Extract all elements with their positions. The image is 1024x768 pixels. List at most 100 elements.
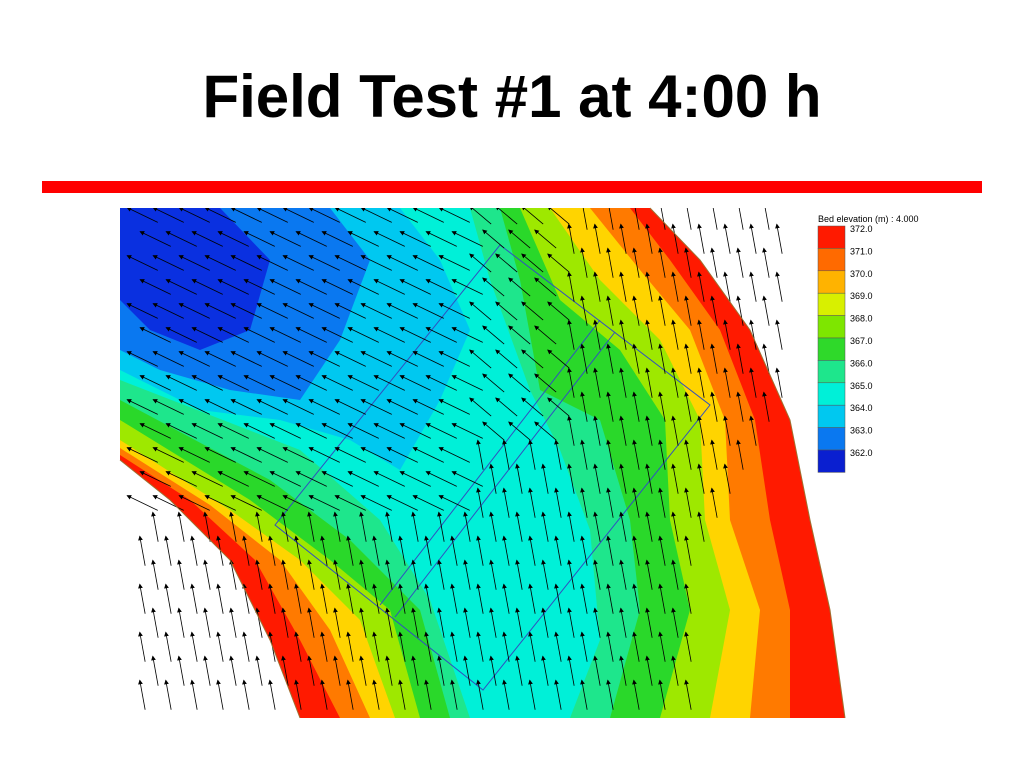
velocity-arrow xyxy=(425,471,457,487)
velocity-arrow xyxy=(606,631,614,662)
velocity-arrow xyxy=(385,511,393,542)
velocity-arrow xyxy=(399,471,431,487)
velocity-arrow xyxy=(580,583,588,614)
velocity-arrow xyxy=(281,511,289,542)
velocity-arrow xyxy=(580,535,588,566)
velocity-arrow xyxy=(320,679,328,710)
velocity-arrow xyxy=(645,463,653,494)
velocity-arrow xyxy=(360,495,392,511)
velocity-arrow xyxy=(684,487,692,518)
velocity-arrow xyxy=(764,208,770,230)
velocity-arrow xyxy=(593,463,601,494)
velocity-arrow xyxy=(243,375,275,391)
velocity-arrow xyxy=(463,559,471,590)
velocity-arrow xyxy=(541,463,549,494)
velocity-arrow xyxy=(567,415,575,446)
velocity-arrow xyxy=(482,325,505,345)
legend: 372.0 371.0 370.0 369.0 368.0 367.0 366.0 365.0… xyxy=(817,224,873,473)
velocity-arrow xyxy=(204,351,236,367)
velocity-arrow xyxy=(217,471,249,487)
velocity-arrow xyxy=(347,375,379,391)
legend-label: 370.0 xyxy=(850,269,873,279)
legend-label: 367.0 xyxy=(850,336,873,346)
velocity-arrow xyxy=(308,399,340,415)
velocity-arrow xyxy=(632,535,640,566)
velocity-arrow xyxy=(333,607,341,638)
velocity-arrow xyxy=(295,471,327,487)
velocity-arrow xyxy=(178,495,210,511)
velocity-arrow xyxy=(482,277,505,297)
velocity-arrow xyxy=(294,583,302,614)
velocity-arrow xyxy=(373,231,405,247)
velocity-arrow xyxy=(178,351,210,367)
velocity-arrow xyxy=(334,351,366,367)
velocity-arrow xyxy=(190,631,198,662)
velocity-arrow xyxy=(373,375,405,391)
velocity-arrow xyxy=(534,277,557,297)
velocity-arrow xyxy=(502,439,510,470)
velocity-arrow xyxy=(424,583,432,614)
velocity-arrow xyxy=(204,303,236,319)
velocity-arrow xyxy=(606,295,614,326)
velocity-arrow xyxy=(438,208,470,223)
legend-label: 372.0 xyxy=(850,224,873,234)
velocity-arrow xyxy=(152,447,184,463)
velocity-arrow xyxy=(684,535,692,566)
velocity-arrow xyxy=(762,391,770,422)
title-rule xyxy=(42,181,982,193)
velocity-arrow xyxy=(567,655,575,686)
velocity-arrow xyxy=(334,495,366,511)
velocity-arrow xyxy=(749,271,757,302)
velocity-arrow xyxy=(619,271,627,302)
velocity-arrow xyxy=(547,349,570,369)
legend-title: Bed elevation (m) : 4.000 xyxy=(818,214,919,224)
velocity-arrow xyxy=(386,351,418,367)
velocity-arrow xyxy=(671,607,679,638)
velocity-arrow xyxy=(608,208,614,230)
velocity-arrow xyxy=(736,391,744,422)
velocity-arrow xyxy=(658,679,666,710)
velocity-arrow xyxy=(138,583,146,614)
velocity-arrow xyxy=(152,303,184,319)
velocity-arrow xyxy=(749,223,757,254)
velocity-arrow xyxy=(593,511,601,542)
velocity-arrow xyxy=(165,471,197,487)
velocity-arrow xyxy=(684,583,692,614)
velocity-arrow xyxy=(593,367,601,398)
velocity-arrow xyxy=(204,255,236,271)
velocity-arrow xyxy=(139,471,171,487)
velocity-arrow xyxy=(425,231,457,247)
velocity-arrow xyxy=(723,271,731,302)
velocity-arrow xyxy=(489,559,497,590)
velocity-arrow xyxy=(269,375,301,391)
velocity-arrow xyxy=(229,511,237,542)
velocity-arrow xyxy=(710,295,718,326)
velocity-arrow xyxy=(469,208,492,225)
velocity-arrow xyxy=(164,535,172,566)
velocity-arrow xyxy=(256,208,288,223)
velocity-arrow xyxy=(437,655,445,686)
velocity-arrow xyxy=(269,471,301,487)
velocity-arrow xyxy=(495,208,518,225)
velocity-arrow xyxy=(660,208,666,230)
velocity-arrow xyxy=(334,255,366,271)
velocity-arrow xyxy=(502,487,510,518)
velocity-arrow xyxy=(191,231,223,247)
velocity-arrow xyxy=(547,301,570,321)
velocity-arrow xyxy=(230,208,262,223)
velocity-arrow xyxy=(204,447,236,463)
velocity-arrow xyxy=(541,559,549,590)
velocity-arrow xyxy=(190,535,198,566)
velocity-arrow xyxy=(138,535,146,566)
velocity-arrow xyxy=(469,301,492,321)
velocity-arrow xyxy=(671,223,679,254)
velocity-arrow xyxy=(281,655,289,686)
velocity-arrow xyxy=(749,319,757,350)
velocity-arrow xyxy=(489,463,497,494)
velocity-arrow xyxy=(508,373,531,393)
velocity-arrow xyxy=(528,631,536,662)
velocity-arrow xyxy=(495,253,518,273)
velocity-arrow xyxy=(476,439,484,470)
velocity-arrow xyxy=(593,223,601,254)
velocity-arrow xyxy=(229,655,237,686)
